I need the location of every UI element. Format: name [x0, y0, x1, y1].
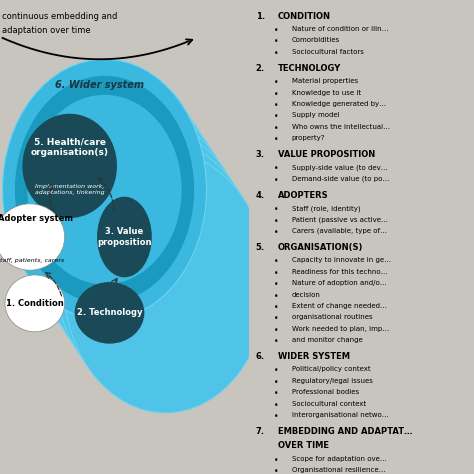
Text: •: •: [273, 26, 278, 35]
Text: Nature of condition or illn…: Nature of condition or illn…: [292, 26, 388, 32]
Text: •: •: [273, 78, 278, 87]
Text: organisational routines: organisational routines: [292, 314, 372, 320]
Text: •: •: [273, 112, 278, 121]
Text: •: •: [273, 292, 278, 301]
Text: •: •: [273, 303, 278, 312]
Text: •: •: [273, 456, 278, 465]
Text: •: •: [273, 412, 278, 421]
Text: •: •: [273, 164, 278, 173]
Text: •: •: [273, 326, 278, 335]
Text: Staff (role, identity): Staff (role, identity): [292, 205, 360, 212]
Text: •: •: [273, 366, 278, 375]
Text: Knowledge generated by…: Knowledge generated by…: [292, 101, 386, 107]
Text: Sociocultural context: Sociocultural context: [292, 401, 366, 407]
Text: 2.: 2.: [255, 64, 265, 73]
Text: •: •: [273, 90, 278, 99]
Ellipse shape: [46, 126, 250, 386]
Text: Scope for adaptation ove…: Scope for adaptation ove…: [292, 456, 386, 462]
Text: Staff, patients, carers: Staff, patients, carers: [0, 258, 64, 263]
Text: 4. Adopter system: 4. Adopter system: [0, 214, 73, 222]
Text: Carers (available, type of…: Carers (available, type of…: [292, 228, 387, 235]
Text: continuous embedding and: continuous embedding and: [2, 12, 118, 21]
Text: decision: decision: [292, 292, 320, 298]
Text: •: •: [273, 37, 278, 46]
Text: 4.: 4.: [255, 191, 265, 200]
Text: •: •: [273, 257, 278, 266]
Ellipse shape: [37, 112, 241, 373]
Text: •: •: [273, 467, 278, 474]
Text: •: •: [273, 205, 278, 214]
Text: •: •: [273, 176, 278, 185]
Text: 3.: 3.: [255, 150, 264, 159]
Text: Supply model: Supply model: [292, 112, 339, 118]
Text: •: •: [273, 101, 278, 110]
Ellipse shape: [2, 59, 207, 320]
Text: Sociocultural factors: Sociocultural factors: [292, 49, 364, 55]
Text: Political/policy context: Political/policy context: [292, 366, 370, 373]
Text: •: •: [273, 49, 278, 58]
Ellipse shape: [64, 152, 267, 413]
Text: 5.: 5.: [255, 243, 265, 252]
Text: 7.: 7.: [255, 427, 264, 436]
Text: OVER TIME: OVER TIME: [278, 441, 329, 450]
Text: Capacity to innovate in ge…: Capacity to innovate in ge…: [292, 257, 391, 264]
Text: adaptation over time: adaptation over time: [2, 26, 91, 35]
Text: EMBEDDING AND ADAPTAT…: EMBEDDING AND ADAPTAT…: [278, 427, 413, 436]
Ellipse shape: [55, 139, 259, 400]
Ellipse shape: [75, 282, 145, 344]
Text: •: •: [273, 378, 278, 387]
Text: Patient (passive vs active…: Patient (passive vs active…: [292, 217, 388, 223]
Text: 6.: 6.: [255, 352, 265, 361]
Text: •: •: [273, 228, 278, 237]
Text: property?: property?: [292, 135, 325, 141]
Text: 6. Wider system: 6. Wider system: [55, 80, 144, 91]
Text: 1. Condition: 1. Condition: [6, 299, 64, 308]
Text: and monitor change: and monitor change: [292, 337, 363, 343]
Text: ORGANISATION(S): ORGANISATION(S): [278, 243, 364, 252]
Text: •: •: [273, 269, 278, 278]
Ellipse shape: [20, 86, 224, 346]
Text: ADOPTERS: ADOPTERS: [278, 191, 329, 200]
Text: Demand-side value (to po…: Demand-side value (to po…: [292, 176, 389, 182]
Text: •: •: [273, 389, 278, 398]
Text: Interorganisational netwo…: Interorganisational netwo…: [292, 412, 388, 418]
Text: Organisational resilience…: Organisational resilience…: [292, 467, 385, 473]
Ellipse shape: [28, 99, 233, 360]
Ellipse shape: [5, 275, 64, 332]
Text: •: •: [273, 217, 278, 226]
Text: Who owns the intellectual…: Who owns the intellectual…: [292, 124, 390, 130]
Text: 1.: 1.: [255, 12, 265, 21]
Text: Supply-side value (to dev…: Supply-side value (to dev…: [292, 164, 387, 171]
Ellipse shape: [22, 114, 117, 218]
Text: Comorbidities: Comorbidities: [292, 37, 340, 44]
Text: •: •: [273, 124, 278, 133]
Text: •: •: [273, 135, 278, 144]
Text: CONDITION: CONDITION: [278, 12, 331, 21]
Text: Extent of change needed…: Extent of change needed…: [292, 303, 387, 309]
Ellipse shape: [97, 197, 152, 277]
Text: Material properties: Material properties: [292, 78, 358, 84]
Text: Implementation work,
adaptations, tinkering: Implementation work, adaptations, tinker…: [35, 184, 104, 195]
Text: VALUE PROPOSITION: VALUE PROPOSITION: [278, 150, 375, 159]
Text: WIDER SYSTEM: WIDER SYSTEM: [278, 352, 350, 361]
Ellipse shape: [2, 59, 207, 320]
Text: 3. Value
proposition: 3. Value proposition: [97, 228, 152, 246]
Text: TECHNOLOGY: TECHNOLOGY: [278, 64, 341, 73]
Ellipse shape: [11, 73, 215, 333]
Text: Knowledge to use it: Knowledge to use it: [292, 90, 361, 96]
Text: •: •: [273, 314, 278, 323]
Text: •: •: [273, 401, 278, 410]
Text: 2. Technology: 2. Technology: [77, 309, 142, 317]
Text: •: •: [273, 280, 278, 289]
Text: 5. Health/care
organisation(s): 5. Health/care organisation(s): [31, 137, 109, 156]
Text: Nature of adoption and/o…: Nature of adoption and/o…: [292, 280, 386, 286]
Text: Readiness for this techno…: Readiness for this techno…: [292, 269, 387, 275]
Ellipse shape: [15, 76, 194, 303]
Ellipse shape: [0, 204, 64, 270]
Ellipse shape: [27, 95, 182, 284]
Text: Work needed to plan, imp…: Work needed to plan, imp…: [292, 326, 389, 332]
Text: Regulatory/legal issues: Regulatory/legal issues: [292, 378, 373, 384]
Text: •: •: [273, 337, 278, 346]
Text: Professional bodies: Professional bodies: [292, 389, 359, 395]
